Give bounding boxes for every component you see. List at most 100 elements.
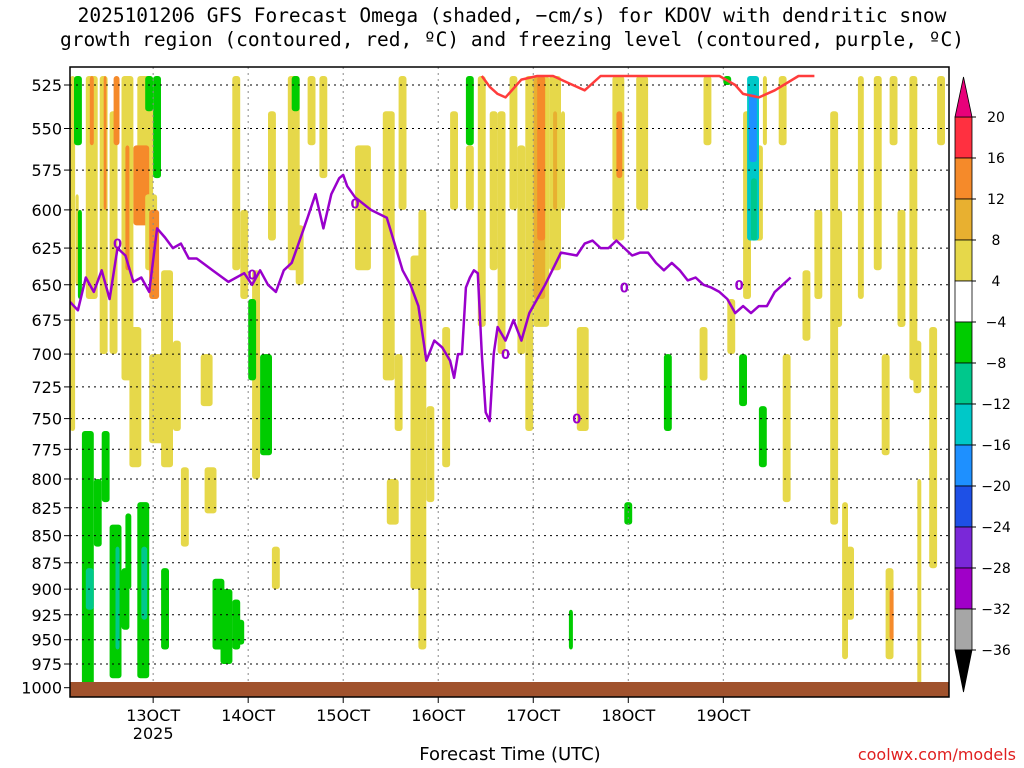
freezing-level-contour xyxy=(70,173,792,423)
x-tick-label: 16OCT xyxy=(411,706,465,725)
omega-streak xyxy=(873,76,882,271)
y-tick-label: 525 xyxy=(31,76,62,95)
colorbar-label: 4 xyxy=(992,274,1001,290)
omega-streak xyxy=(75,194,79,285)
omega-streak xyxy=(842,502,848,660)
omega-streak xyxy=(699,327,708,381)
y-tick-label: 850 xyxy=(31,527,62,546)
omega-streak xyxy=(93,479,102,547)
contour-label: 0 xyxy=(501,348,510,363)
dgz-contour xyxy=(480,74,815,99)
omega-streak xyxy=(857,76,864,299)
colorbar-label: −12 xyxy=(981,397,1011,413)
omega-streak xyxy=(663,354,672,431)
plot-frame xyxy=(69,66,950,698)
omega-streak xyxy=(418,209,427,650)
contours: 0 0 0 0 0 0 0 xyxy=(70,74,815,428)
omega-streak xyxy=(81,431,94,688)
omega-streak xyxy=(70,76,76,431)
y-tick-label: 775 xyxy=(31,440,62,459)
contour-label: 0 xyxy=(735,279,744,294)
x-tick-label: 18OCT xyxy=(601,706,655,725)
colorbar-label: −28 xyxy=(981,561,1011,577)
omega-shading xyxy=(70,76,945,688)
contour-label: 0 xyxy=(351,198,360,213)
omega-streak xyxy=(89,76,94,146)
x-tick-label: 15OCT xyxy=(316,706,370,725)
omega-streak xyxy=(897,209,906,327)
omega-streak xyxy=(180,467,189,547)
omega-streak xyxy=(161,270,173,468)
omega-streak xyxy=(77,209,82,299)
omega-streak xyxy=(386,479,399,525)
y-tick-label: 700 xyxy=(31,345,62,364)
colorbar-bottom-arrow xyxy=(954,649,973,693)
y-tick-label: 800 xyxy=(31,470,62,489)
colorbar-segment xyxy=(954,239,973,282)
omega-streak xyxy=(917,479,922,688)
y-tick-label: 925 xyxy=(31,606,62,625)
colorbar-label: 16 xyxy=(987,151,1005,167)
omega-streak xyxy=(236,619,245,645)
contour-label: 0 xyxy=(572,413,581,428)
colorbar: 20 16 12 8 4 −4 −8 −12 −16 −20 −24 −28 −32 −36 xyxy=(954,76,1011,693)
colorbar-segment xyxy=(954,567,973,610)
x-tick-label: 13OCT xyxy=(126,706,180,725)
colorbar-label: −36 xyxy=(981,643,1011,659)
omega-streak xyxy=(271,546,280,590)
x-tick-label: 17OCT xyxy=(506,706,560,725)
y-tick-label: 550 xyxy=(31,120,62,139)
omega-streak xyxy=(846,546,854,620)
colorbar-segment xyxy=(954,444,973,487)
omega-streak xyxy=(109,111,118,354)
omega-streak xyxy=(145,76,154,112)
colorbar-label: −24 xyxy=(981,520,1011,536)
colorbar-segment xyxy=(954,157,973,200)
omega-streak xyxy=(260,354,272,456)
y-tick-label: 625 xyxy=(31,239,62,258)
omega-streak xyxy=(200,354,213,407)
contour-label: 0 xyxy=(113,238,122,253)
omega-streak xyxy=(295,225,304,285)
omega-streak xyxy=(220,589,233,664)
omega-streak xyxy=(103,76,107,210)
omega-streak xyxy=(834,209,843,327)
x-tick-label: 14OCT xyxy=(221,706,275,725)
gridlines xyxy=(70,67,949,697)
y-tick-label: 725 xyxy=(31,378,62,397)
colorbar-label: −4 xyxy=(986,315,1007,331)
omega-streak xyxy=(636,76,649,210)
omega-streak xyxy=(248,299,257,381)
omega-streak xyxy=(85,76,98,299)
y-tick-label: 875 xyxy=(31,554,62,573)
omega-streak xyxy=(782,354,791,503)
omega-streak xyxy=(929,327,938,569)
omega-streak xyxy=(762,76,767,146)
omega-streak xyxy=(881,354,890,456)
y-tick-label: 650 xyxy=(31,276,62,295)
omega-streak xyxy=(172,340,181,431)
omega-streak xyxy=(758,406,767,468)
omega-streak xyxy=(115,546,120,650)
omega-streak xyxy=(307,76,316,146)
omega-streak xyxy=(909,76,918,381)
omega-streak xyxy=(739,354,747,407)
omega-streak xyxy=(553,111,558,210)
y-tick-label: 825 xyxy=(31,499,62,518)
omega-streak xyxy=(232,76,241,271)
omega-streak xyxy=(161,568,169,650)
colorbar-segment xyxy=(954,116,973,159)
colorbar-label: 12 xyxy=(987,192,1005,208)
omega-streak xyxy=(889,589,894,640)
y-tick-label: 750 xyxy=(31,410,62,429)
omega-streak xyxy=(913,340,922,394)
omega-streak xyxy=(268,111,276,241)
omega-streak xyxy=(525,76,534,431)
colorbar-segment xyxy=(954,280,973,323)
omega-streak xyxy=(889,76,898,146)
omega-streak xyxy=(287,76,300,271)
y-tick-label: 1000 xyxy=(21,679,62,698)
y-tick-label: 900 xyxy=(31,580,62,599)
omega-streak xyxy=(568,609,573,650)
